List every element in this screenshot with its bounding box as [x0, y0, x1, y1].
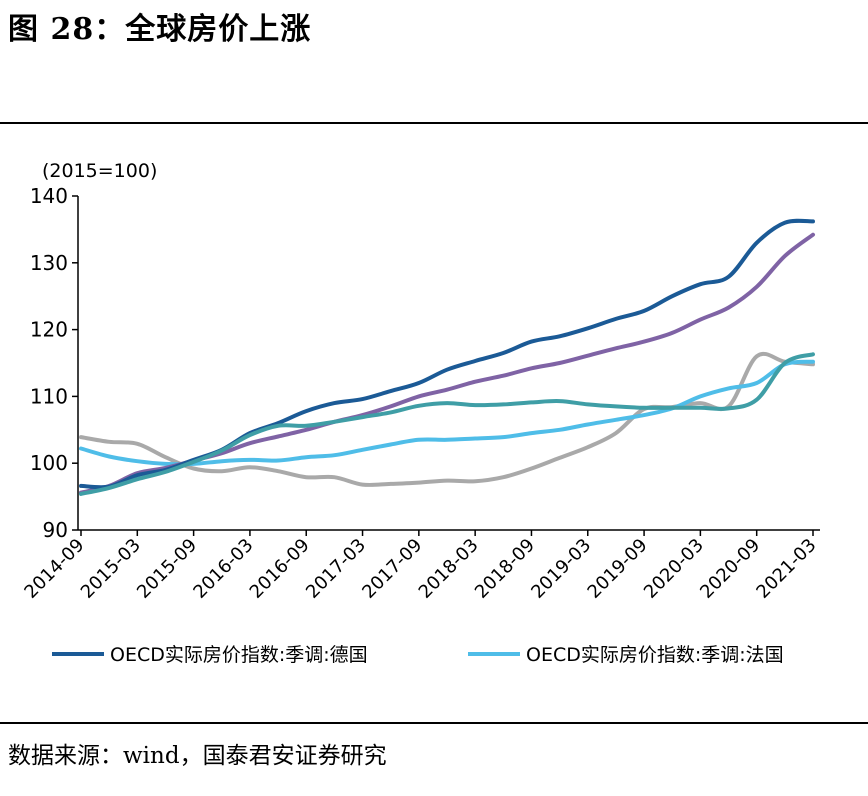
chart-axes: 901001101201301402014-092015-032015-0920… — [20, 184, 820, 603]
x-tick-label: 2014-09 — [20, 535, 88, 603]
series-line-2 — [79, 359, 815, 467]
legend-swatch-france — [468, 651, 520, 656]
legend-item-germany: OECD实际房价指数:季调:德国 — [52, 640, 368, 667]
x-tick-label: 2016-09 — [246, 535, 314, 603]
legend-label-france: OECD实际房价指数:季调:法国 — [526, 644, 784, 666]
x-tick-label: 2019-03 — [527, 535, 595, 603]
legend-swatch-germany — [52, 651, 104, 656]
series-line-4 — [79, 352, 815, 496]
top-rule — [0, 122, 868, 124]
series-line-0 — [79, 218, 815, 490]
x-tick-label: 2015-03 — [77, 535, 145, 603]
x-tick-label: 2016-03 — [189, 535, 257, 603]
series-line-3 — [79, 351, 815, 487]
y-tick-label: 130 — [30, 251, 68, 275]
y-tick-label: 100 — [30, 451, 68, 475]
source-note: 数据来源：wind，国泰君安证券研究 — [8, 743, 387, 769]
figure-title: 图 28：全球房价上涨 — [8, 12, 312, 47]
x-tick-label: 2018-09 — [471, 535, 539, 603]
legend-item-france: OECD实际房价指数:季调:法国 — [468, 640, 784, 667]
x-tick-label: 2015-09 — [133, 535, 201, 603]
bottom-rule — [0, 722, 868, 724]
y-tick-label: 120 — [30, 318, 68, 342]
y-tick-label: 110 — [30, 384, 68, 408]
x-tick-label: 2019-09 — [584, 535, 652, 603]
y-unit-label: (2015=100) — [42, 160, 158, 182]
y-tick-label: 90 — [43, 518, 68, 542]
line-chart: 901001101201301402014-092015-032015-0920… — [20, 184, 820, 603]
x-tick-label: 2017-03 — [302, 535, 370, 603]
series-line-1 — [79, 232, 815, 495]
x-tick-label: 2018-03 — [415, 535, 483, 603]
x-tick-label: 2020-09 — [696, 535, 764, 603]
x-tick-label: 2020-03 — [640, 535, 708, 603]
legend-label-germany: OECD实际房价指数:季调:德国 — [110, 644, 368, 666]
y-tick-label: 140 — [30, 184, 68, 208]
x-tick-label: 2017-09 — [358, 535, 426, 603]
chart-series — [79, 218, 815, 496]
x-tick-label: 2021-03 — [752, 535, 820, 603]
